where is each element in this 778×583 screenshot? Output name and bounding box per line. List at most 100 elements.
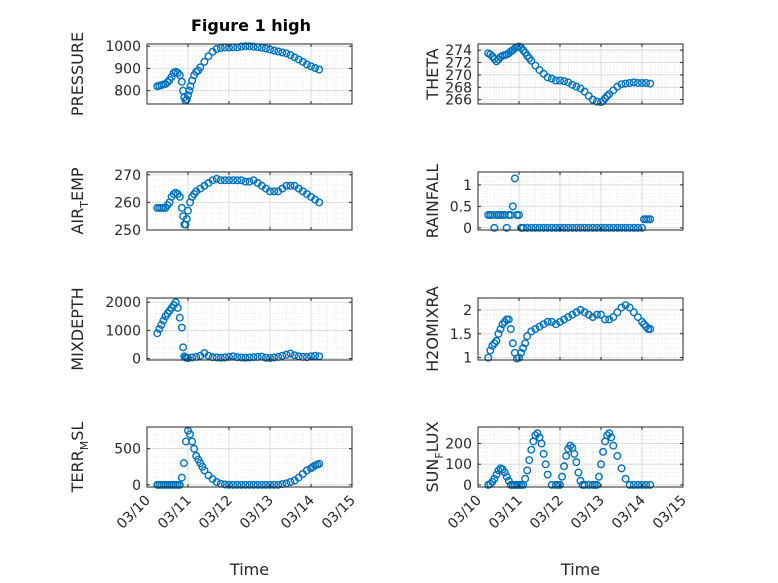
- data-point: [500, 468, 509, 477]
- data-point: [307, 62, 316, 71]
- data-point: [504, 476, 513, 485]
- data-point: [592, 480, 601, 489]
- y-tick-label: 0: [132, 478, 141, 494]
- data-point: [576, 223, 585, 232]
- data-point: [302, 466, 311, 475]
- data-point: [601, 223, 610, 232]
- data-point: [556, 317, 565, 326]
- data-point: [290, 351, 299, 360]
- data-point: [153, 329, 162, 338]
- subplot-7: 0 500 03/10 03/11 03/12 03/13 03/14 03/15 Time TE…: [68, 422, 359, 579]
- data-point: [551, 320, 560, 329]
- x-tick-label: 03/14: [609, 492, 649, 532]
- data-point: [270, 46, 279, 55]
- data-point: [157, 320, 166, 329]
- y-tick-label: 500: [114, 442, 141, 458]
- data-point: [547, 74, 556, 83]
- data-point: [188, 353, 197, 362]
- data-point: [646, 79, 655, 88]
- y-tick-label: 200: [445, 437, 472, 453]
- data-point: [261, 353, 270, 362]
- y-tick-label: 1000: [105, 323, 141, 339]
- data-point: [603, 431, 612, 440]
- x-tick-label: 03/13: [237, 493, 277, 533]
- data-point: [173, 303, 182, 312]
- x-axis-label: Time: [560, 560, 600, 579]
- data-point: [576, 305, 585, 314]
- y-tick-label: 1: [463, 351, 472, 367]
- subplot-5: 0 1000 2000 MIXDEPTH: [68, 287, 353, 371]
- y-axis-label-subscript: M: [78, 441, 91, 451]
- data-point: [527, 327, 536, 336]
- data-point: [237, 353, 246, 362]
- data-point: [592, 223, 601, 232]
- data-point: [605, 429, 614, 438]
- data-point: [642, 480, 651, 489]
- data-point: [541, 460, 550, 469]
- x-tick-label: 03/10: [114, 493, 154, 533]
- data-point: [286, 349, 295, 358]
- data-point: [531, 223, 540, 232]
- data-point: [179, 459, 188, 468]
- data-point: [568, 223, 577, 232]
- data-point: [486, 346, 495, 355]
- data-point: [183, 91, 192, 100]
- series-markers: [153, 174, 324, 229]
- data-point: [580, 480, 589, 489]
- data-point: [182, 95, 191, 104]
- data-point: [492, 57, 501, 66]
- data-point: [212, 44, 221, 53]
- data-point: [613, 82, 622, 91]
- subplot-1: 800 900 1000 PRESSURE: [68, 32, 353, 116]
- y-axis-label: TERRMSL: [68, 422, 91, 494]
- series-markers: [484, 301, 655, 363]
- data-point: [208, 176, 217, 185]
- data-point: [519, 344, 528, 353]
- data-point: [551, 223, 560, 232]
- data-point: [556, 76, 565, 85]
- data-point: [625, 223, 634, 232]
- data-point: [237, 176, 246, 185]
- data-point: [229, 480, 238, 489]
- data-point: [515, 353, 524, 362]
- data-point: [633, 480, 642, 489]
- y-axis-label-main: RAINFALL: [423, 164, 442, 239]
- data-point: [196, 63, 205, 72]
- data-point: [290, 53, 299, 62]
- y-tick-label: 2000: [105, 295, 141, 311]
- x-tick-label: 03/10: [445, 493, 485, 533]
- data-point: [237, 42, 246, 51]
- data-point: [580, 308, 589, 317]
- x-tick-label: 03/11: [486, 493, 526, 533]
- y-axis-label-main: PRESSURE: [68, 32, 87, 116]
- y-axis-label-main: SUN: [423, 459, 442, 493]
- data-point: [212, 477, 221, 486]
- data-point: [599, 447, 608, 456]
- data-point: [533, 429, 542, 438]
- data-point: [564, 313, 573, 322]
- y-axis-label-main: TERR: [68, 450, 87, 493]
- data-point: [617, 303, 626, 312]
- data-point: [527, 56, 536, 65]
- data-point: [229, 176, 238, 185]
- axes-frame: [477, 297, 684, 361]
- data-point: [642, 78, 651, 87]
- data-point: [609, 223, 618, 232]
- y-tick-label: 2: [463, 303, 472, 319]
- data-point: [525, 456, 534, 465]
- series-markers: [484, 174, 655, 232]
- data-point: [270, 353, 279, 362]
- data-point: [597, 310, 606, 319]
- data-point: [629, 78, 638, 87]
- grid: [146, 298, 353, 360]
- subplot-6: 1 1.5 2 H2OMIXRA: [423, 286, 684, 372]
- y-axis-label: MIXDEPTH: [68, 287, 87, 370]
- data-point: [224, 480, 233, 489]
- data-point: [261, 44, 270, 53]
- y-axis-label: H2OMIXRA: [423, 286, 442, 372]
- data-point: [496, 325, 505, 334]
- y-axis-label-main: THETA: [423, 48, 442, 100]
- data-point: [508, 202, 517, 211]
- data-point: [494, 329, 503, 338]
